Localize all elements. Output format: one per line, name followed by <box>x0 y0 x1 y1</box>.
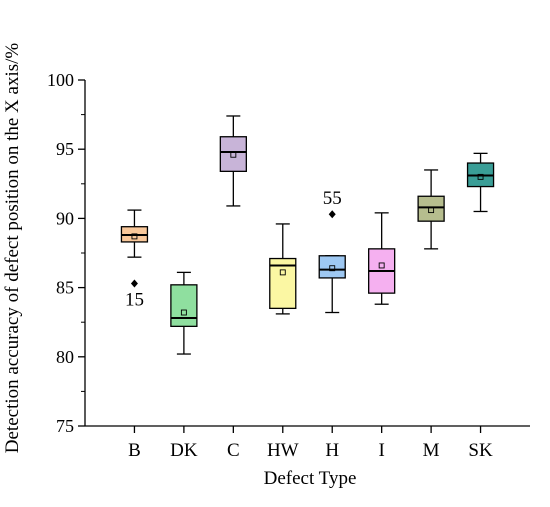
x-tick-label: I <box>379 440 385 461</box>
mean-marker <box>180 309 187 316</box>
outlier-label: 15 <box>125 289 144 310</box>
box-sk <box>466 152 495 213</box>
y-tick-label: 80 <box>56 347 74 367</box>
box-m <box>417 169 445 250</box>
mean-marker <box>230 151 237 158</box>
iqr-box <box>269 257 297 310</box>
box-hw <box>269 223 297 315</box>
x-tick-label: HW <box>267 440 299 461</box>
iqr-box <box>219 136 247 172</box>
x-tick-label: C <box>227 440 240 461</box>
mean-marker <box>279 269 286 276</box>
y-tick-label: 100 <box>47 70 74 90</box>
x-tick-label: DK <box>170 440 198 461</box>
axes-layer <box>84 80 530 427</box>
y-tick-label: 75 <box>56 416 74 436</box>
x-tick-label: H <box>325 440 339 461</box>
box-h: 55 <box>318 188 346 314</box>
box-c <box>219 115 247 207</box>
box-i <box>368 212 396 305</box>
y-axis-label: Detection accuracy of defect position on… <box>2 43 23 454</box>
mean-marker <box>477 173 484 180</box>
y-tick-label: 90 <box>56 208 74 228</box>
y-tick-label: 95 <box>56 139 74 159</box>
y-axis-ticks: 75 80 85 90 95 100 <box>47 70 85 436</box>
mean-marker <box>131 233 138 240</box>
mean-marker <box>428 207 435 214</box>
x-tick-label: SK <box>468 440 493 461</box>
iqr-box <box>318 255 346 279</box>
outlier-point <box>130 279 138 288</box>
iqr-box <box>170 284 198 328</box>
iqr-box <box>417 195 445 222</box>
x-axis-ticks: B DK C HW H I M SK <box>128 426 493 461</box>
outlier-label: 55 <box>323 188 342 209</box>
x-tick-label: B <box>128 440 141 461</box>
x-tick-label: M <box>423 440 440 461</box>
y-tick-label: 85 <box>56 278 74 298</box>
mean-marker <box>329 265 336 272</box>
outlier-point <box>328 210 336 219</box>
x-axis-label: Defect Type <box>264 468 357 489</box>
box-dk <box>170 271 198 355</box>
mean-marker <box>378 262 385 269</box>
box-b: 15 <box>120 209 149 310</box>
